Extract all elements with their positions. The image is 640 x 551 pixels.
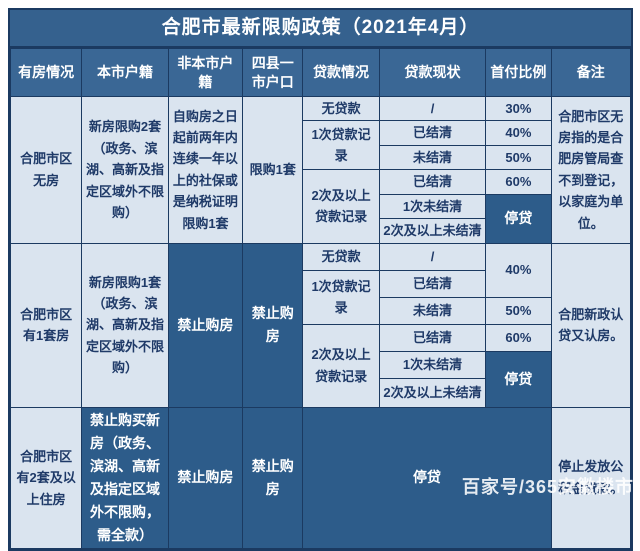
table-row: 1次未结清 停贷 <box>11 350 631 408</box>
loan-status-cell: 2次及以上未结清 <box>378 377 487 408</box>
table-row: 2次及以上贷款记录 已结清 60% <box>11 169 631 244</box>
loan-status-cell: 已结清 <box>378 169 487 195</box>
county-policy-cell: 限购1套 <box>242 96 304 244</box>
local-policy-cell: 新房限购2套（政务、滨湖、高新及指定区域外不限购） <box>81 96 169 244</box>
table-row: 未结清 50% <box>11 144 631 171</box>
header-county-household: 四县一市户口 <box>242 48 304 97</box>
nonlocal-policy-cell-forbidden: 禁止购房 <box>167 242 244 408</box>
loan-status-cell: 已结清 <box>378 120 487 146</box>
loan-status-cell: / <box>378 242 487 271</box>
header-nonlocal-household: 非本市户籍 <box>167 48 244 97</box>
county-policy-cell-forbidden: 禁止购房 <box>242 242 304 408</box>
header-housing-situation: 有房情况 <box>9 48 83 97</box>
loan-situation-cell: 1次贷款记录 <box>302 120 380 171</box>
page-title: 合肥市最新限购政策（2021年4月） <box>10 10 631 48</box>
table-row: 1次贷款记录 已结清 40% <box>11 120 631 171</box>
remark-cell: 停止发放公积金贷款。 <box>550 406 632 550</box>
loan-status-cell: 已结清 <box>378 269 487 298</box>
ratio-cell: 30% <box>485 95 552 122</box>
remark-cell: 合肥新政认贷又认房。 <box>550 242 632 408</box>
header-local-household: 本市户籍 <box>81 48 169 97</box>
ratio-cell: 60% <box>485 169 552 195</box>
housing-situation-cell: 合肥市区有1套房 <box>9 242 83 408</box>
table-row: 1次未结清 停贷 <box>11 193 631 244</box>
ratio-cell-stop-lending: 停贷 <box>485 350 552 408</box>
loan-situation-cell: 无贷款 <box>302 95 380 122</box>
loan-situation-cell: 1次贷款记录 <box>302 269 380 325</box>
ratio-cell: 60% <box>485 323 552 352</box>
local-policy-cell-forbidden: 禁止购买新房（政务、滨湖、高新及指定区域外不限购，需全款） <box>81 406 169 550</box>
local-policy-cell: 新房限购1套（政务、滨湖、高新及指定区域外不限购） <box>81 242 169 408</box>
loan-situation-cell: 2次及以上贷款记录 <box>302 169 380 244</box>
table-row: 2次及以上贷款记录 已结清 60% <box>11 323 631 408</box>
loan-status-cell: 未结清 <box>378 144 487 171</box>
loan-status-cell: 2次及以上未结清 <box>378 218 487 244</box>
table-row: 合肥市区有2套及以上住房 禁止购买新房（政务、滨湖、高新及指定区域外不限购，需全… <box>9 406 632 550</box>
loan-status-cell: 未结清 <box>378 296 487 325</box>
housing-situation-cell: 合肥市区无房 <box>9 96 83 244</box>
loan-situation-cell: 无贷款 <box>302 242 380 271</box>
policy-table-panel: 合肥市最新限购政策（2021年4月） 有房情况 本市户籍 非本市户籍 四县一市户… <box>8 8 633 551</box>
table-row: 合肥市区有1套房 新房限购1套（政务、滨湖、高新及指定区域外不限购） 禁止购房 … <box>9 242 632 408</box>
loan-status-cell: 1次未结清 <box>378 350 487 379</box>
ratio-cell: 40% <box>485 242 552 298</box>
county-policy-cell-forbidden: 禁止购房 <box>242 406 304 550</box>
remark-cell: 合肥市区无房指的是合肥房管局查不到登记，以家庭为单位。 <box>550 96 632 244</box>
table-header-row: 有房情况 本市户籍 非本市户籍 四县一市户口 贷款情况 贷款现状 首付比例 备注 <box>9 48 632 97</box>
loan-status-cell: 1次未结清 <box>378 193 487 220</box>
housing-situation-cell: 合肥市区有2套及以上住房 <box>9 406 83 550</box>
table-row: 2次及以上未结清 <box>11 377 631 408</box>
table-row: 未结清 50% <box>11 296 631 325</box>
ratio-cell: 40% <box>485 120 552 146</box>
ratio-cell-stop-lending: 停贷 <box>485 193 552 244</box>
header-remark: 备注 <box>550 48 632 97</box>
loan-all-stop-lending-cell: 停贷 <box>302 406 552 550</box>
table-row: 合肥市区无房 新房限购2套（政务、滨湖、高新及指定区域外不限购） 自购房之日起前… <box>9 95 632 244</box>
header-loan-situation: 贷款情况 <box>302 48 380 97</box>
loan-status-cell: 已结清 <box>378 323 487 352</box>
header-downpayment-ratio: 首付比例 <box>485 48 552 97</box>
table-row: 2次及以上未结清 <box>11 218 631 244</box>
loan-situation-cell: 2次及以上贷款记录 <box>302 323 380 408</box>
table-row: 1次贷款记录 已结清 <box>11 269 631 325</box>
nonlocal-policy-cell-forbidden: 禁止购房 <box>167 406 244 550</box>
loan-status-cell: / <box>378 95 487 122</box>
ratio-cell: 50% <box>485 144 552 171</box>
policy-table: 有房情况 本市户籍 非本市户籍 四县一市户口 贷款情况 贷款现状 首付比例 备注… <box>9 48 632 550</box>
ratio-cell: 50% <box>485 296 552 325</box>
header-loan-status: 贷款现状 <box>378 48 487 97</box>
nonlocal-policy-cell: 自购房之日起前两年内连续一年以上的社保或是纳税证明限购1套 <box>167 96 244 244</box>
